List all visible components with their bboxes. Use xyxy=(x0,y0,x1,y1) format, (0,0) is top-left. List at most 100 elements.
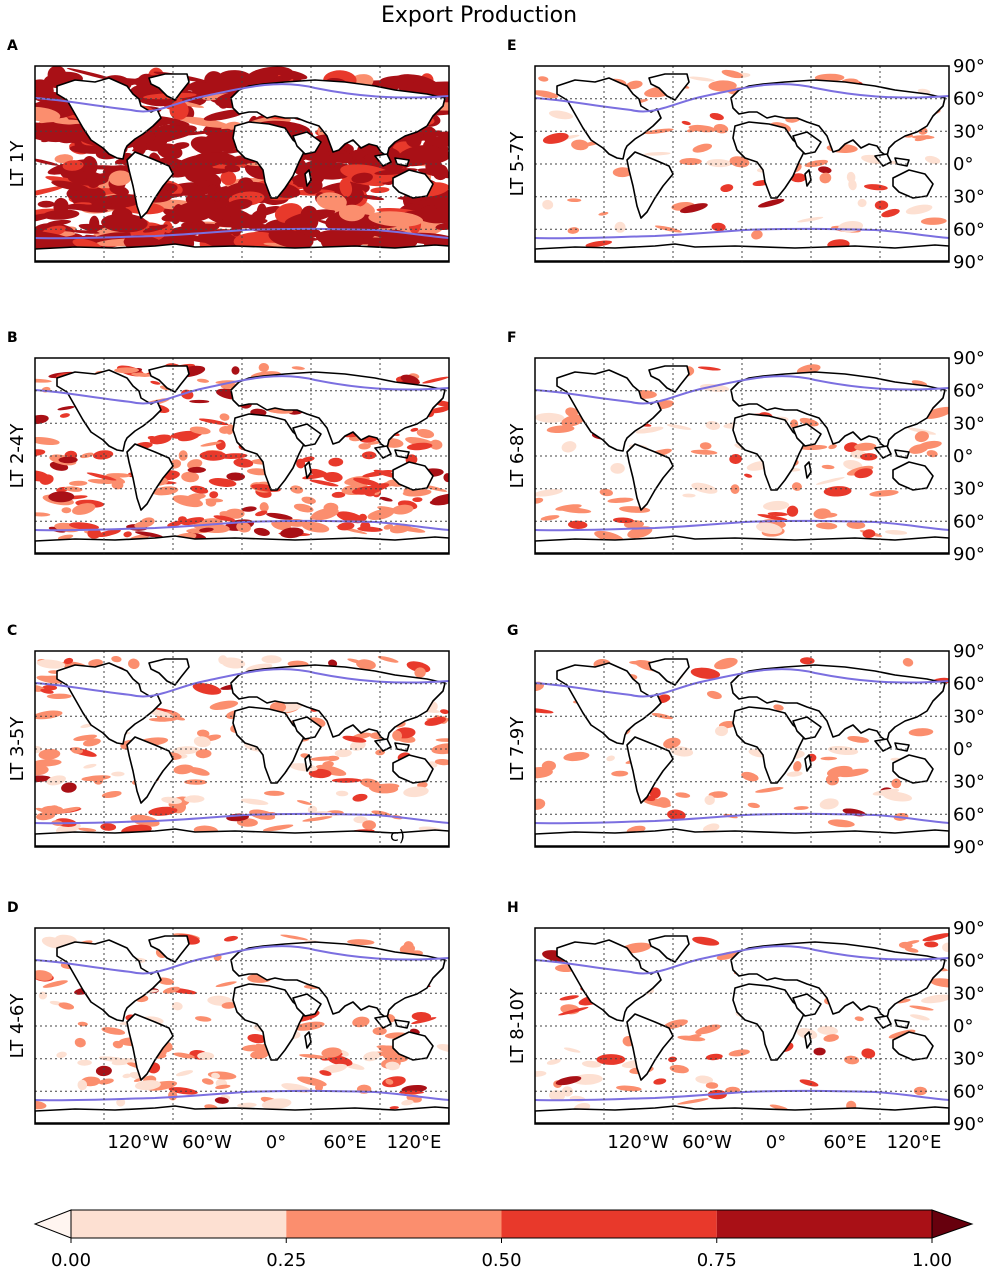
shade-patch xyxy=(924,941,939,948)
shade-patch xyxy=(157,143,183,160)
shade-patch xyxy=(172,200,218,223)
shade-patch xyxy=(565,407,579,417)
shade-patch xyxy=(720,184,734,193)
shade-patch xyxy=(747,802,760,809)
shade-patch xyxy=(757,514,788,521)
shade-patch xyxy=(264,790,285,796)
contour-south xyxy=(535,1089,949,1102)
shade-patch xyxy=(827,745,859,756)
shade-patch xyxy=(57,534,74,540)
shade-patch xyxy=(39,474,54,485)
shade-patch xyxy=(911,135,935,140)
shade-patch xyxy=(683,1034,702,1041)
shade-patch xyxy=(201,1078,214,1085)
shade-patch xyxy=(226,472,245,481)
shade-patch xyxy=(363,488,375,497)
shade-patch xyxy=(148,806,178,816)
shade-patch xyxy=(643,152,671,156)
shade-patch xyxy=(111,771,125,777)
shade-patch xyxy=(101,213,148,233)
shade-patch xyxy=(548,110,574,120)
shaded-field xyxy=(535,933,949,1124)
shade-patch xyxy=(261,1098,292,1110)
shade-patch xyxy=(626,80,643,90)
shade-patch xyxy=(89,215,100,233)
shade-patch xyxy=(111,655,122,663)
map-panel-d: D LT 4-6Y 120°W 60°W 0° 60°E 120°E xyxy=(7,900,450,1153)
shade-patch xyxy=(266,512,293,520)
colorbar: 0.00 0.25 0.50 0.75 1.00 xyxy=(33,1209,974,1271)
shade-patch xyxy=(844,442,859,452)
shade-patch xyxy=(326,755,340,762)
shade-patch xyxy=(918,440,942,450)
shade-patch xyxy=(406,442,433,451)
shade-patch xyxy=(301,521,330,533)
shade-patch xyxy=(911,380,928,386)
shade-patch xyxy=(535,497,544,504)
shade-patch xyxy=(854,1016,864,1022)
shade-patch xyxy=(106,473,131,478)
shade-patch xyxy=(297,1076,327,1087)
shade-patch xyxy=(823,1034,839,1042)
shade-patch xyxy=(864,184,888,191)
shade-patch xyxy=(813,1047,826,1056)
shade-patch xyxy=(902,658,914,667)
lon-tick-label: 120°W xyxy=(107,1132,168,1153)
shade-patch xyxy=(98,1056,130,1063)
shade-patch xyxy=(786,771,803,777)
shade-patch xyxy=(134,521,151,529)
shade-patch xyxy=(429,439,443,450)
shade-patch xyxy=(563,751,590,762)
shade-patch xyxy=(134,531,163,538)
shade-patch xyxy=(167,520,184,527)
shade-patch xyxy=(54,154,74,164)
shade-patch xyxy=(690,449,718,455)
shade-patch xyxy=(793,761,802,772)
shade-patch xyxy=(35,378,52,383)
shade-patch xyxy=(323,471,343,483)
shade-patch xyxy=(56,1051,67,1058)
shade-patch xyxy=(242,1044,264,1052)
shade-patch xyxy=(612,167,633,178)
lat-tick-label: 90° xyxy=(953,544,985,565)
shade-patch xyxy=(338,204,366,222)
shade-patch xyxy=(268,228,311,249)
shade-patch xyxy=(885,529,908,535)
panel-letter: C xyxy=(7,623,17,639)
shade-patch xyxy=(616,1085,642,1092)
shade-patch xyxy=(563,1047,581,1053)
shade-patch xyxy=(767,512,788,517)
map-frame xyxy=(534,650,950,848)
shade-patch xyxy=(83,763,97,769)
shade-patch xyxy=(293,503,314,513)
lat-tick-label: 30° xyxy=(953,187,985,208)
shade-patch xyxy=(86,172,101,188)
shade-patch xyxy=(535,798,546,810)
shade-patch xyxy=(221,214,263,223)
shade-patch xyxy=(370,187,390,194)
panel-label: LT 6-8Y xyxy=(507,423,528,489)
shade-patch xyxy=(714,657,738,670)
shade-patch xyxy=(362,469,393,478)
shade-patch xyxy=(535,1070,547,1077)
shade-patch xyxy=(51,806,81,815)
shade-patch xyxy=(57,406,75,411)
shade-patch xyxy=(786,505,799,517)
shade-patch xyxy=(562,1086,573,1097)
shade-patch xyxy=(914,431,929,443)
shade-patch xyxy=(692,143,713,153)
shade-patch xyxy=(635,426,664,434)
shade-patch xyxy=(179,128,231,136)
shade-patch xyxy=(280,527,304,539)
shade-patch xyxy=(929,978,949,988)
panel-label: LT 3-5Y xyxy=(7,716,28,782)
contour-south xyxy=(535,227,949,240)
shade-patch xyxy=(218,655,228,665)
shade-patch xyxy=(337,522,355,531)
shade-patch xyxy=(164,223,220,237)
shade-patch xyxy=(241,506,257,512)
shade-patch xyxy=(68,522,100,530)
shade-patch xyxy=(854,442,877,451)
map-panel-g: G LT 7-9Y 90° 60° 30° 0° 30° 60° 90° xyxy=(507,623,985,858)
